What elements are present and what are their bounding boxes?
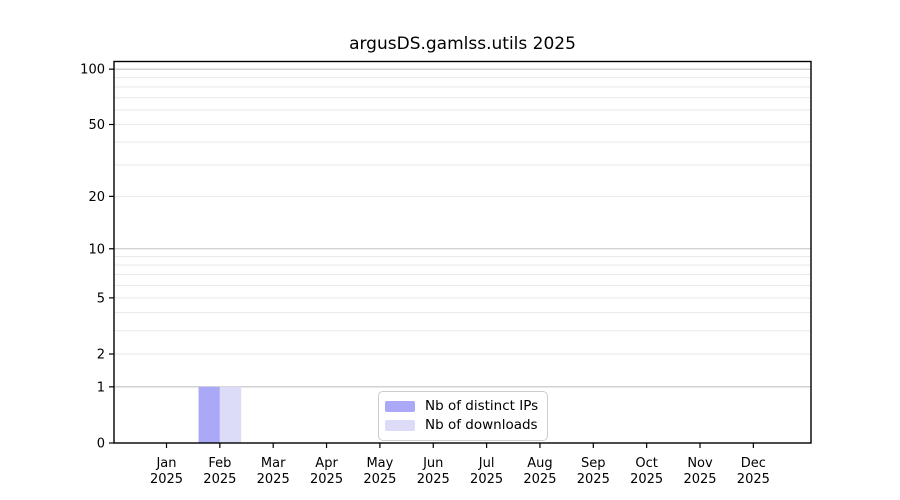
x-tick-label-month: Jan — [155, 456, 176, 471]
x-tick-label-month: Oct — [635, 456, 657, 471]
x-tick-label-month: Jun — [422, 456, 443, 471]
x-tick-label-year: 2025 — [470, 472, 503, 487]
legend-swatch-distinct-ips — [385, 401, 415, 412]
x-tick-label-month: Sep — [581, 456, 606, 471]
x-tick-label-year: 2025 — [683, 472, 716, 487]
x-tick-label-year: 2025 — [257, 472, 290, 487]
legend: Nb of distinct IPs Nb of downloads — [378, 391, 549, 441]
legend-item-downloads: Nb of downloads — [385, 416, 538, 435]
legend-label-downloads: Nb of downloads — [425, 417, 538, 433]
bar-downloads — [219, 386, 242, 443]
x-tick-label-month: Dec — [741, 456, 766, 471]
x-tick-label-year: 2025 — [737, 472, 770, 487]
plot-border — [113, 60, 812, 444]
y-tick-label: 1 — [97, 380, 105, 395]
x-tick-label-month: Aug — [527, 456, 552, 471]
y-tick-label: 0 — [97, 437, 105, 452]
y-tick-label: 20 — [88, 190, 105, 205]
x-tick-label-year: 2025 — [363, 472, 396, 487]
x-tick-label-year: 2025 — [417, 472, 450, 487]
bar-distinct-ips — [198, 386, 220, 443]
y-tick-label: 5 — [97, 291, 105, 306]
x-tick-label-month: Feb — [208, 456, 231, 471]
y-tick-label: 50 — [88, 118, 105, 133]
x-tick-label-year: 2025 — [577, 472, 610, 487]
y-tick-label: 2 — [97, 348, 105, 363]
x-tick-label-month: Nov — [687, 456, 713, 471]
x-tick-label-month: Apr — [315, 456, 338, 471]
x-tick-label-month: Jul — [478, 456, 495, 471]
legend-item-distinct-ips: Nb of distinct IPs — [385, 397, 538, 416]
x-tick-label-month: Mar — [261, 456, 286, 471]
x-tick-label-month: May — [366, 456, 393, 471]
x-tick-label-year: 2025 — [310, 472, 343, 487]
chart-title: argusDS.gamlss.utils 2025 — [349, 34, 576, 54]
x-tick-label-year: 2025 — [203, 472, 236, 487]
x-tick-label-year: 2025 — [523, 472, 556, 487]
legend-swatch-downloads — [385, 420, 415, 431]
x-tick-label-year: 2025 — [630, 472, 663, 487]
legend-label-distinct-ips: Nb of distinct IPs — [425, 398, 539, 414]
y-tick-label: 10 — [88, 242, 105, 257]
x-tick-label-year: 2025 — [150, 472, 183, 487]
y-tick-label: 100 — [80, 63, 105, 78]
